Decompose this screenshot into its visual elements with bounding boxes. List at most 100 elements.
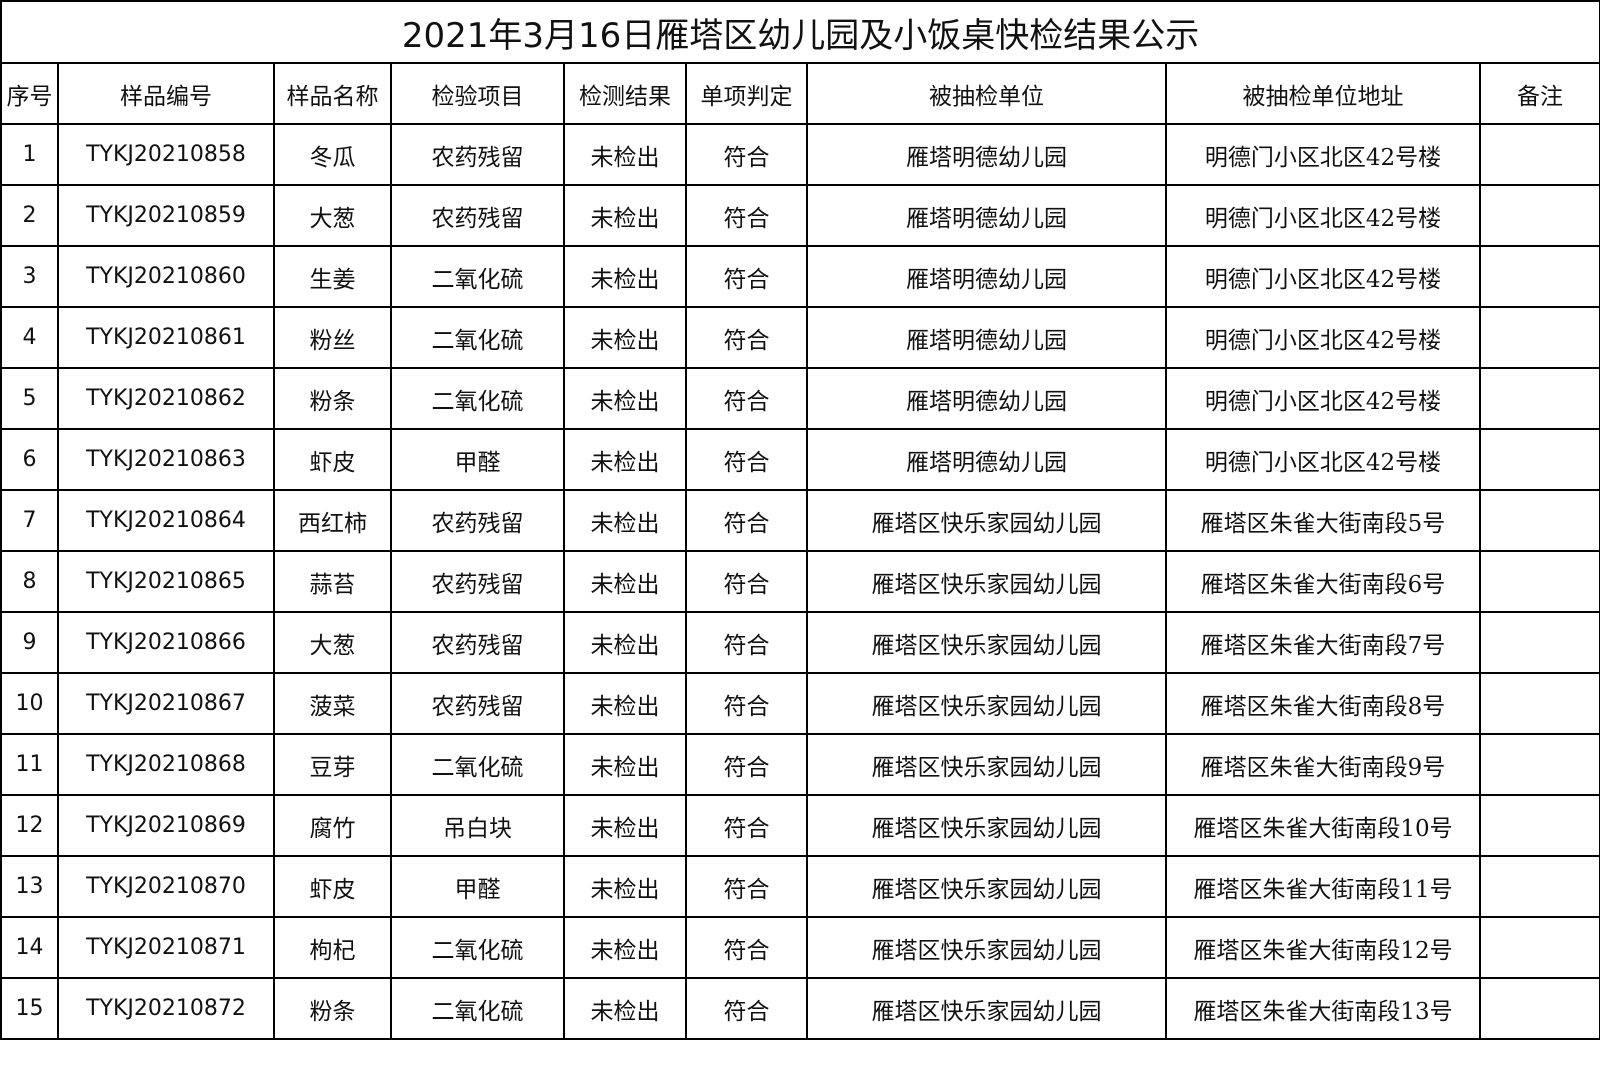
cell-sample-name: 虾皮 — [273, 855, 392, 918]
table-row: 9 TYKJ20210866 大葱 农药残留 未检出 符合 雁塔区快乐家园幼儿园 雁塔区朱雀大… — [0, 611, 1600, 674]
cell-unit: 雁塔明德幼儿园 — [806, 367, 1167, 430]
cell-address: 明德门小区北区42号楼 — [1165, 245, 1481, 308]
cell-unit: 雁塔区快乐家园幼儿园 — [806, 550, 1167, 613]
cell-sample-name: 生姜 — [273, 245, 392, 308]
table-row: 4 TYKJ20210861 粉丝 二氧化硫 未检出 符合 雁塔明德幼儿园 明德门小区北区42… — [0, 306, 1600, 369]
cell-remark — [1478, 672, 1600, 735]
cell-test-item: 二氧化硫 — [390, 977, 565, 1040]
cell-remark — [1478, 611, 1600, 674]
cell-address: 雁塔区朱雀大街南段13号 — [1165, 977, 1481, 1040]
cell-sample-id: TYKJ20210872 — [57, 977, 275, 1040]
cell-sample-name: 粉条 — [273, 367, 392, 430]
cell-unit: 雁塔区快乐家园幼儿园 — [806, 672, 1167, 735]
cell-result: 未检出 — [563, 123, 687, 186]
cell-test-item: 农药残留 — [390, 123, 565, 186]
cell-judgement: 符合 — [685, 611, 808, 674]
cell-remark — [1478, 977, 1600, 1040]
cell-remark — [1478, 855, 1600, 918]
cell-sample-id: TYKJ20210867 — [57, 672, 275, 735]
cell-test-item: 甲醛 — [390, 428, 565, 491]
cell-result: 未检出 — [563, 977, 687, 1040]
cell-remark — [1478, 550, 1600, 613]
cell-result: 未检出 — [563, 794, 687, 857]
header-col-judgement: 单项判定 — [685, 62, 808, 125]
cell-result: 未检出 — [563, 428, 687, 491]
cell-sample-name: 大葱 — [273, 184, 392, 247]
cell-sample-id: TYKJ20210858 — [57, 123, 275, 186]
cell-address: 雁塔区朱雀大街南段11号 — [1165, 855, 1481, 918]
cell-judgement: 符合 — [685, 306, 808, 369]
cell-index: 14 — [0, 916, 59, 979]
cell-unit: 雁塔区快乐家园幼儿园 — [806, 977, 1167, 1040]
table-row: 5 TYKJ20210862 粉条 二氧化硫 未检出 符合 雁塔明德幼儿园 明德门小区北区42… — [0, 367, 1600, 430]
cell-index: 15 — [0, 977, 59, 1040]
cell-result: 未检出 — [563, 245, 687, 308]
cell-result: 未检出 — [563, 672, 687, 735]
cell-judgement: 符合 — [685, 916, 808, 979]
cell-unit: 雁塔明德幼儿园 — [806, 245, 1167, 308]
cell-unit: 雁塔明德幼儿园 — [806, 306, 1167, 369]
cell-address: 雁塔区朱雀大街南段5号 — [1165, 489, 1481, 552]
cell-sample-name: 冬瓜 — [273, 123, 392, 186]
cell-sample-id: TYKJ20210869 — [57, 794, 275, 857]
table-row: 15 TYKJ20210872 粉条 二氧化硫 未检出 符合 雁塔区快乐家园幼儿园 雁塔区朱雀… — [0, 977, 1600, 1040]
cell-test-item: 农药残留 — [390, 489, 565, 552]
cell-test-item: 农药残留 — [390, 672, 565, 735]
cell-sample-id: TYKJ20210865 — [57, 550, 275, 613]
cell-judgement: 符合 — [685, 733, 808, 796]
cell-test-item: 农药残留 — [390, 611, 565, 674]
cell-remark — [1478, 794, 1600, 857]
cell-result: 未检出 — [563, 306, 687, 369]
cell-result: 未检出 — [563, 855, 687, 918]
cell-address: 明德门小区北区42号楼 — [1165, 306, 1481, 369]
cell-sample-name: 粉条 — [273, 977, 392, 1040]
table-row: 11 TYKJ20210868 豆芽 二氧化硫 未检出 符合 雁塔区快乐家园幼儿园 雁塔区朱雀… — [0, 733, 1600, 796]
cell-address: 明德门小区北区42号楼 — [1165, 123, 1481, 186]
header-col-result: 检测结果 — [563, 62, 687, 125]
cell-sample-id: TYKJ20210860 — [57, 245, 275, 308]
page-title: 2021年3月16日雁塔区幼儿园及小饭桌快检结果公示 — [0, 0, 1600, 64]
cell-result: 未检出 — [563, 489, 687, 552]
header-col-sample-name: 样品名称 — [273, 62, 392, 125]
cell-sample-id: TYKJ20210871 — [57, 916, 275, 979]
cell-sample-name: 粉丝 — [273, 306, 392, 369]
table-row: 2 TYKJ20210859 大葱 农药残留 未检出 符合 雁塔明德幼儿园 明德门小区北区42… — [0, 184, 1600, 247]
cell-remark — [1478, 733, 1600, 796]
cell-remark — [1478, 489, 1600, 552]
cell-result: 未检出 — [563, 611, 687, 674]
cell-index: 9 — [0, 611, 59, 674]
header-row: 序号 样品编号 样品名称 检验项目 检测结果 单项判定 被抽检单位 被抽检单位地址 备注 — [0, 62, 1600, 125]
table-row: 1 TYKJ20210858 冬瓜 农药残留 未检出 符合 雁塔明德幼儿园 明德门小区北区42… — [0, 123, 1600, 186]
cell-unit: 雁塔区快乐家园幼儿园 — [806, 489, 1167, 552]
cell-index: 1 — [0, 123, 59, 186]
header-col-address: 被抽检单位地址 — [1165, 62, 1481, 125]
table-row: 3 TYKJ20210860 生姜 二氧化硫 未检出 符合 雁塔明德幼儿园 明德门小区北区42… — [0, 245, 1600, 308]
cell-index: 6 — [0, 428, 59, 491]
cell-test-item: 二氧化硫 — [390, 367, 565, 430]
cell-test-item: 二氧化硫 — [390, 306, 565, 369]
cell-address: 雁塔区朱雀大街南段10号 — [1165, 794, 1481, 857]
cell-test-item: 农药残留 — [390, 184, 565, 247]
table-row: 8 TYKJ20210865 蒜苔 农药残留 未检出 符合 雁塔区快乐家园幼儿园 雁塔区朱雀大… — [0, 550, 1600, 613]
cell-address: 明德门小区北区42号楼 — [1165, 428, 1481, 491]
cell-unit: 雁塔区快乐家园幼儿园 — [806, 611, 1167, 674]
cell-sample-name: 菠菜 — [273, 672, 392, 735]
header-col-unit: 被抽检单位 — [806, 62, 1167, 125]
results-table: 2021年3月16日雁塔区幼儿园及小饭桌快检结果公示 序号 样品编号 样品名称 检验项… — [0, 0, 1600, 1040]
cell-test-item: 农药残留 — [390, 550, 565, 613]
header-col-sample-id: 样品编号 — [57, 62, 275, 125]
cell-sample-id: TYKJ20210868 — [57, 733, 275, 796]
cell-sample-id: TYKJ20210859 — [57, 184, 275, 247]
cell-test-item: 二氧化硫 — [390, 733, 565, 796]
cell-index: 3 — [0, 245, 59, 308]
cell-unit: 雁塔区快乐家园幼儿园 — [806, 733, 1167, 796]
cell-address: 雁塔区朱雀大街南段8号 — [1165, 672, 1481, 735]
cell-sample-name: 大葱 — [273, 611, 392, 674]
cell-address: 明德门小区北区42号楼 — [1165, 367, 1481, 430]
cell-sample-name: 蒜苔 — [273, 550, 392, 613]
table-row: 13 TYKJ20210870 虾皮 甲醛 未检出 符合 雁塔区快乐家园幼儿园 雁塔区朱雀大街… — [0, 855, 1600, 918]
cell-test-item: 甲醛 — [390, 855, 565, 918]
cell-sample-name: 虾皮 — [273, 428, 392, 491]
cell-index: 5 — [0, 367, 59, 430]
cell-sample-name: 西红柿 — [273, 489, 392, 552]
